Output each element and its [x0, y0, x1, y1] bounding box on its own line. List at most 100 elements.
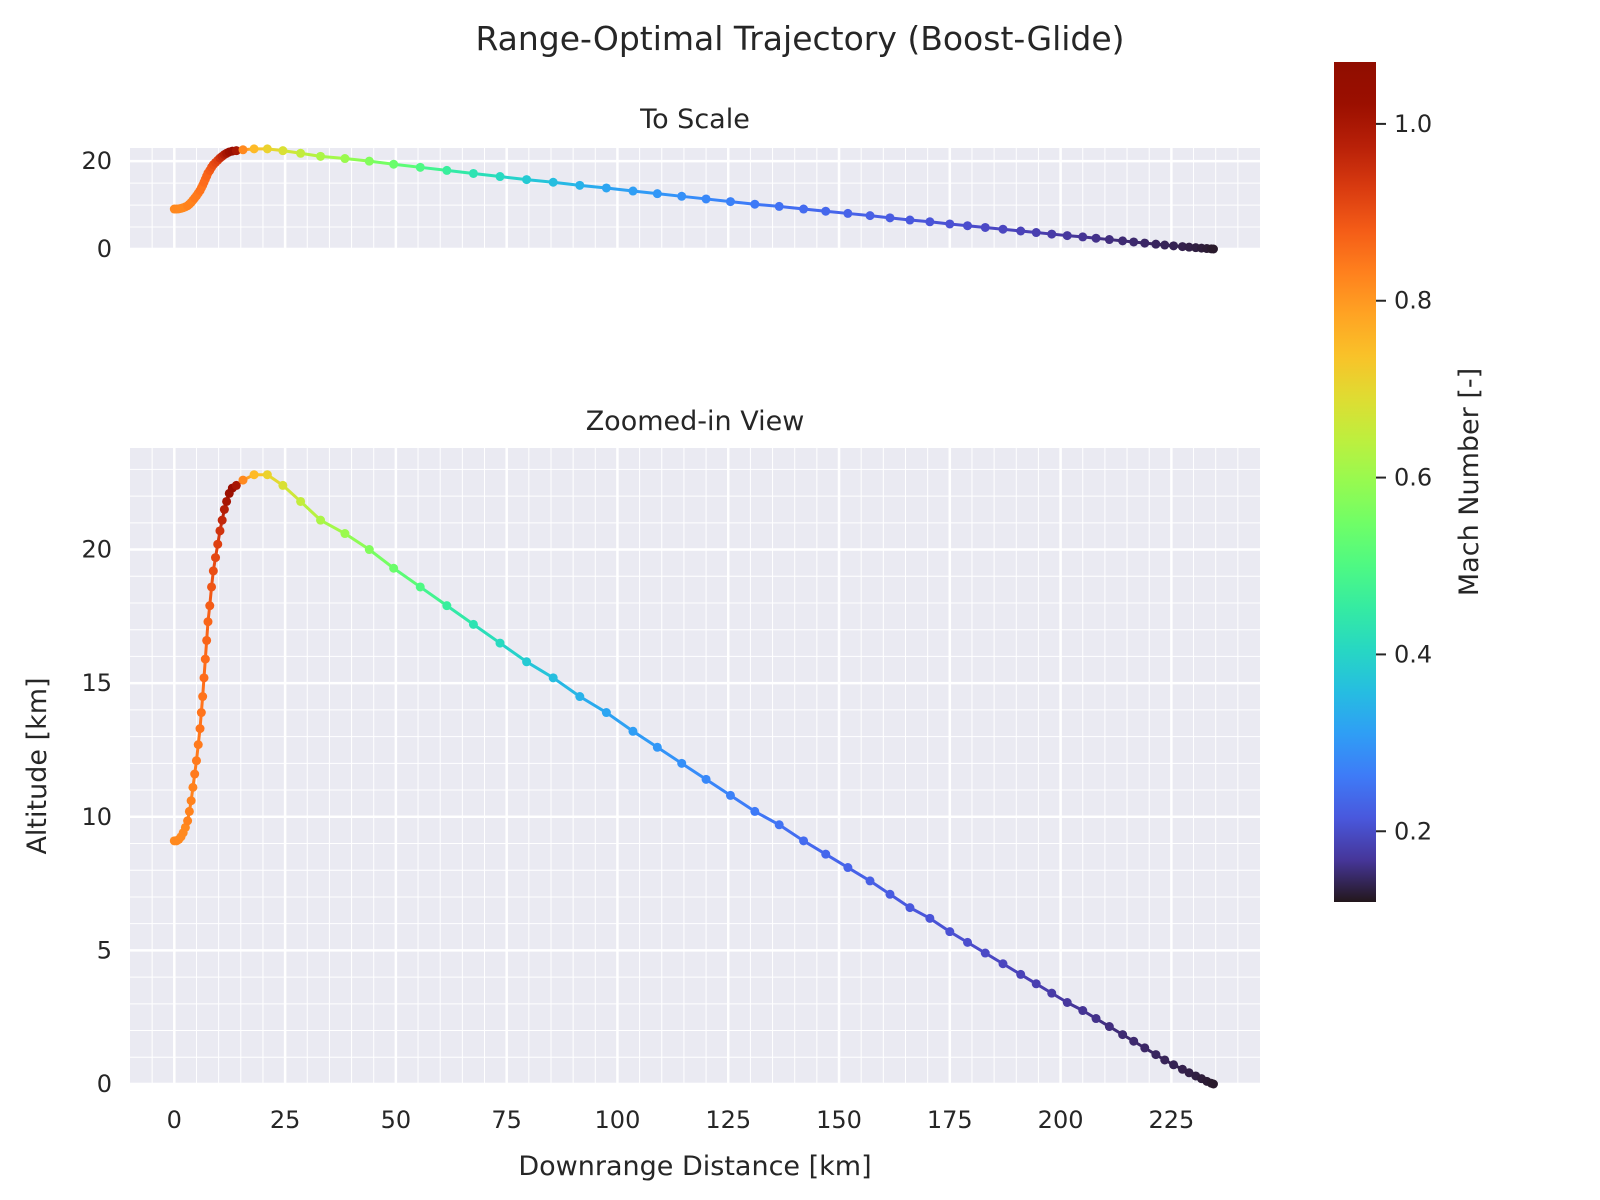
trajectory-point [1151, 239, 1161, 249]
trajectory-point [701, 194, 711, 204]
trajectory-point [364, 545, 374, 555]
trajectory-point [198, 692, 208, 702]
trajectory-point [495, 638, 505, 648]
trajectory-point [316, 151, 326, 161]
trajectory-point [980, 948, 990, 958]
trajectory-point [725, 197, 735, 207]
trajectory-point [207, 582, 217, 592]
trajectory-point [1062, 231, 1072, 241]
trajectory-segment [728, 793, 757, 813]
trajectory-point [522, 175, 532, 185]
y-axis-label: Altitude [km] [22, 677, 53, 854]
colorbar-gradient [1334, 62, 1376, 902]
trajectory-segment [551, 676, 582, 699]
trajectory-segment [392, 566, 422, 589]
trajectory-point [200, 654, 210, 664]
trajectory-point [628, 186, 638, 196]
trajectory-point [183, 816, 193, 826]
trajectory-point [601, 183, 611, 193]
trajectory-segment [753, 809, 781, 827]
trajectory-point [1118, 1030, 1128, 1040]
trajectory-point [575, 180, 585, 190]
trajectory-point [677, 758, 687, 768]
trajectory-point [652, 189, 662, 199]
trajectory-point [196, 708, 206, 718]
figure-title: Range-Optimal Trajectory (Boost-Glide) [475, 19, 1124, 58]
trajectory-point [1062, 997, 1072, 1007]
x-tick-label: 75 [491, 1106, 522, 1134]
colorbar-tick-label: 0.6 [1394, 464, 1432, 492]
x-tick-label: 125 [705, 1106, 751, 1134]
trajectory-point [213, 539, 223, 549]
trajectory-point [190, 769, 200, 779]
trajectory-point [701, 774, 711, 784]
trajectory-point [865, 211, 875, 221]
trajectory-point [1184, 242, 1194, 252]
trajectory-point [442, 601, 452, 611]
trajectory-segment [445, 604, 475, 626]
trajectory-point [1047, 229, 1057, 239]
trajectory-point [1208, 244, 1218, 254]
trajectory-point [1091, 1014, 1101, 1024]
trajectory-point [208, 566, 218, 576]
x-tick-label: 225 [1148, 1106, 1194, 1134]
colorbar-ticks: 0.2 0.4 0.6 0.8 1.0 [1376, 110, 1432, 845]
trajectory-point [799, 836, 809, 846]
bottom-panel-plot-area [130, 448, 1260, 1084]
trajectory-point [1031, 228, 1041, 238]
y-tick-label: 15 [81, 669, 112, 697]
bottom-panel-ytick-labels: 0 5 10 15 20 [81, 536, 112, 1098]
trajectory-point [340, 154, 350, 164]
trajectory-point [249, 144, 259, 154]
trajectory-point [980, 222, 990, 232]
top-panel-trajectory [169, 144, 1218, 254]
trajectory-segment [367, 548, 396, 570]
trajectory-point [495, 172, 505, 182]
colorbar-label: Mach Number [-] [1454, 368, 1485, 596]
top-panel-grid [130, 148, 1260, 251]
trajectory-point [1129, 237, 1139, 247]
trajectory-point [1160, 1055, 1170, 1065]
trajectory-point [468, 168, 478, 178]
trajectory-point [1169, 1060, 1179, 1070]
trajectory-point [238, 475, 248, 485]
trajectory-point [211, 553, 221, 563]
trajectory-point [885, 889, 895, 899]
trajectory-point [231, 480, 241, 490]
bottom-panel: Zoomed-in View 0 5 10 15 20 0 25 50 75 100 125 150… [22, 406, 1260, 1182]
trajectory-point [219, 504, 229, 514]
trajectory-point [945, 219, 955, 229]
trajectory-point [202, 635, 212, 645]
trajectory-point [799, 204, 809, 214]
y-tick-label: 10 [81, 803, 112, 831]
trajectory-point [821, 206, 831, 216]
trajectory-point [522, 657, 532, 667]
trajectory-point [1129, 1036, 1139, 1046]
trajectory-point [905, 215, 915, 225]
y-tick-label: 20 [81, 147, 112, 175]
trajectory-point [231, 146, 241, 156]
trajectory-point [601, 708, 611, 718]
trajectory-segment [680, 761, 708, 781]
trajectory-point [843, 863, 853, 873]
trajectory-point [750, 199, 760, 209]
trajectory-point [203, 617, 213, 627]
bottom-panel-title: Zoomed-in View [586, 406, 805, 437]
trajectory-point [278, 146, 288, 156]
trajectory-point [1151, 1050, 1161, 1060]
trajectory-point [199, 673, 209, 683]
trajectory-point [1140, 1043, 1150, 1053]
trajectory-point [249, 470, 259, 480]
trajectory-segment [319, 518, 347, 536]
trajectory-point [774, 201, 784, 211]
trajectory-point [628, 726, 638, 736]
trajectory-segment [704, 777, 732, 797]
x-tick-label: 50 [381, 1106, 412, 1134]
trajectory-point [677, 191, 687, 201]
y-tick-label: 20 [81, 536, 112, 564]
trajectory-point [415, 162, 425, 172]
trajectory-point [217, 515, 227, 525]
top-panel-ytick-labels: 0 20 [81, 147, 112, 263]
trajectory-point [774, 820, 784, 830]
trajectory-point [415, 582, 425, 592]
